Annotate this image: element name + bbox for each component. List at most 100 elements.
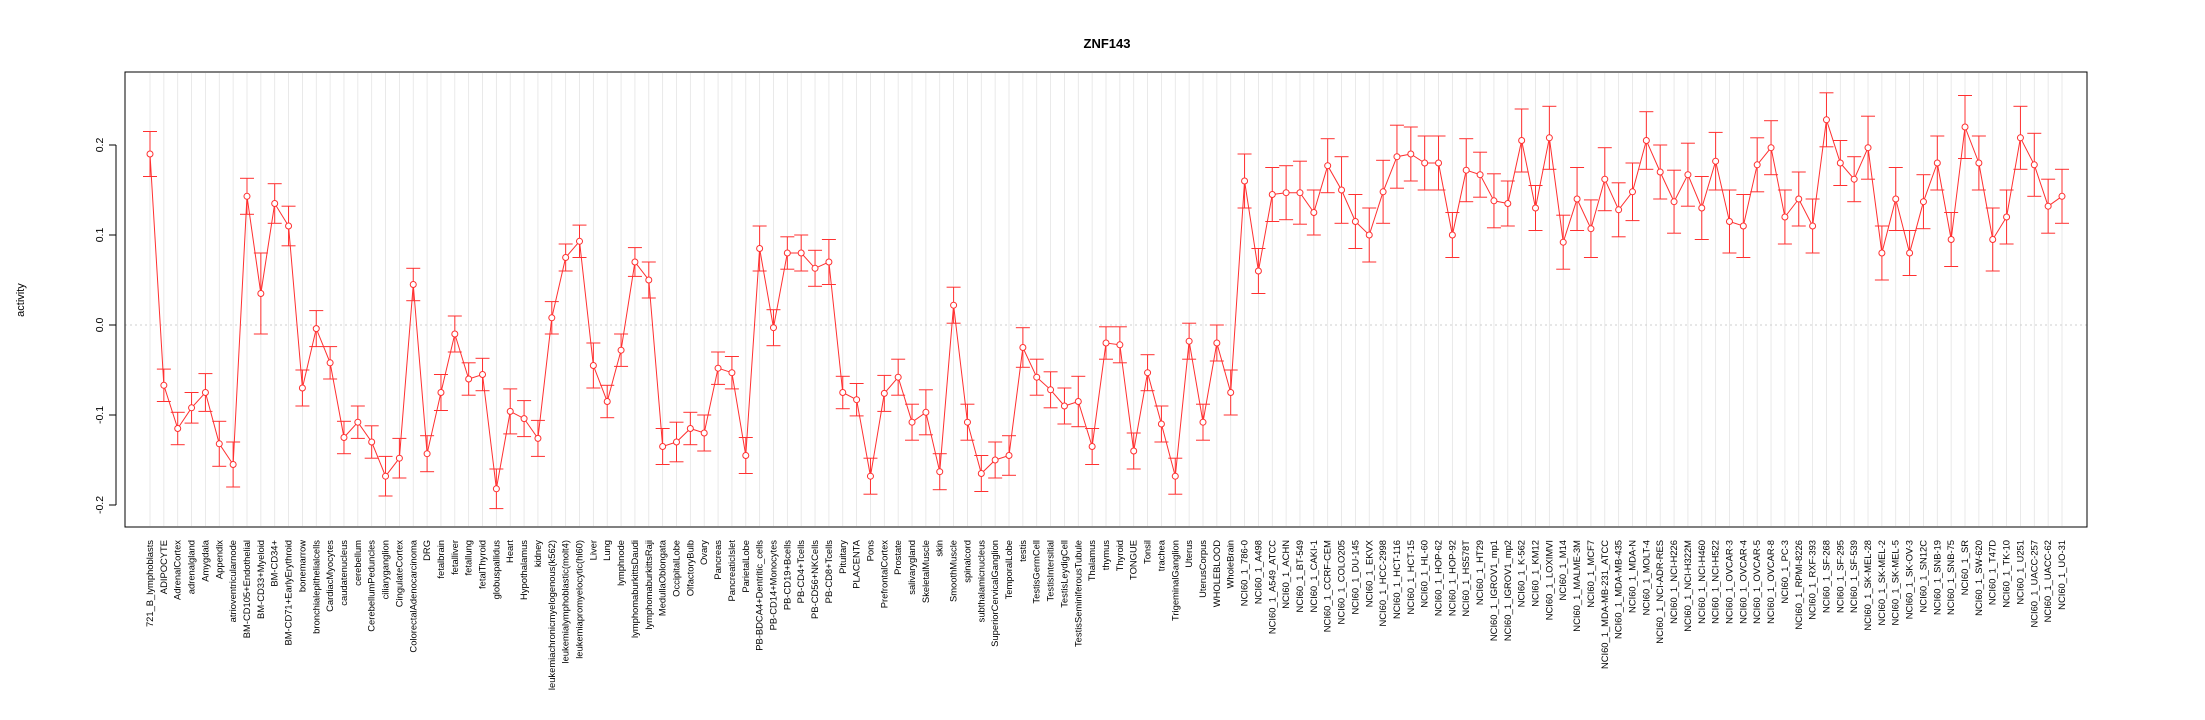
x-tick-label: NCI60_1_TK-10	[2001, 540, 2012, 608]
data-point	[1961, 123, 1969, 131]
x-tick-label: PancreaticIslet	[726, 540, 737, 602]
data-point	[395, 454, 403, 462]
x-tick-label: TONGUE	[1128, 540, 1139, 580]
data-point	[1573, 195, 1581, 203]
data-point	[797, 249, 805, 257]
x-tick-label: TestisGermCell	[1031, 540, 1042, 604]
x-tick-label: NCI60_1_HCT-15	[1405, 540, 1416, 615]
data-point	[1213, 339, 1221, 347]
x-tick-label: SkeletalMuscle	[920, 540, 931, 603]
x-tick-label: spinalcord	[961, 540, 972, 583]
x-tick-label: PB-CD56+NKCells	[809, 540, 820, 619]
x-tick-label: MedullaOblongata	[657, 539, 668, 616]
x-tick-label: NCI60_1_PC-3	[1779, 540, 1790, 604]
data-point	[950, 301, 958, 309]
data-point	[534, 434, 542, 442]
x-tick-label: Thalamus	[1086, 540, 1097, 581]
data-point	[423, 450, 431, 458]
data-point	[492, 485, 500, 493]
data-point	[1490, 197, 1498, 205]
data-point	[562, 254, 570, 261]
x-tick-label: Lung	[601, 540, 612, 561]
x-tick-label: NCI60_1_MCF7	[1585, 540, 1596, 608]
data-point	[368, 438, 376, 446]
data-point	[1850, 175, 1858, 183]
x-tick-label: NCI60_1_SF-268	[1820, 540, 1831, 613]
x-tick-label: salivarygland	[906, 540, 917, 595]
x-tick-label: NCI60_1_M14	[1557, 540, 1568, 600]
data-point	[1088, 443, 1096, 450]
data-point	[1767, 144, 1775, 152]
x-tick-label: NCI60_1_T47D	[1987, 540, 1998, 605]
data-point	[437, 389, 445, 396]
data-point	[1836, 159, 1844, 167]
y-axis-label: activity	[15, 283, 27, 317]
data-point	[1130, 447, 1138, 455]
data-point	[1116, 341, 1124, 349]
x-tick-label: SmoothMuscle	[948, 540, 959, 602]
data-point	[1365, 231, 1373, 239]
data-point	[576, 237, 584, 245]
data-point	[1587, 225, 1595, 233]
data-point	[922, 408, 930, 416]
data-point	[1989, 236, 1997, 243]
data-point	[963, 418, 971, 426]
x-tick-label: TestisIntersitial	[1045, 540, 1056, 601]
x-tick-label: NCI60_1_SF-295	[1834, 540, 1845, 613]
x-tick-label: BM-CD71+EarlyErythroid	[283, 540, 294, 646]
data-point	[1725, 218, 1733, 225]
x-tick-label: NCI60_1_SK-MEL-5	[1890, 540, 1901, 625]
x-tick-label: NCI60_1_HCT-116	[1391, 540, 1402, 619]
data-point	[700, 429, 708, 437]
data-point	[1351, 218, 1359, 225]
data-point	[1504, 200, 1512, 207]
data-point	[1656, 168, 1664, 176]
data-point	[409, 281, 417, 288]
data-point	[1545, 134, 1553, 142]
x-tick-label: leukemiapromyelocytic(hl60)	[574, 540, 585, 659]
data-point	[271, 200, 279, 207]
x-tick-label: NCI60_1_NCI-H460	[1696, 540, 1707, 624]
x-tick-label: fetalThyroid	[477, 540, 488, 589]
x-tick-label: NCI60_1_SN12C	[1917, 540, 1928, 613]
data-point	[728, 369, 736, 377]
data-point	[1393, 153, 1401, 161]
x-tick-label: DRG	[421, 540, 432, 561]
x-tick-label: NCI60_1_OVCAR-4	[1737, 540, 1748, 624]
x-tick-label: NCI60_1_LOXIMVI	[1543, 540, 1554, 620]
data-point	[201, 389, 209, 396]
data-point	[589, 362, 597, 369]
x-tick-label: CardiacMyocytes	[324, 540, 335, 612]
x-tick-label: NCI60_1_UACC-62	[2042, 540, 2053, 622]
data-point	[1670, 198, 1678, 206]
data-point	[936, 468, 944, 476]
x-tick-label: Hypothalamus	[518, 540, 529, 600]
y-tick-label: 0.1	[94, 228, 106, 243]
data-point	[1448, 231, 1456, 239]
x-tick-label: adrenalgland	[186, 540, 197, 594]
data-point	[1310, 209, 1318, 216]
data-point	[783, 249, 791, 257]
x-tick-label: NCI60_1_SR	[1959, 540, 1970, 595]
x-tick-label: fetalliver	[449, 540, 460, 575]
data-point	[1822, 116, 1830, 124]
x-tick-label: NCI60_1_CAKI-1	[1308, 540, 1319, 612]
x-tick-label: kidney	[532, 540, 543, 567]
x-tick-label: CerebellumPeduncles	[366, 540, 377, 632]
x-tick-label: NCI60_1_HS578T	[1460, 540, 1471, 617]
data-point	[465, 375, 473, 383]
data-point	[1421, 159, 1429, 167]
data-point	[1975, 159, 1983, 167]
x-tick-label: Pancreas	[712, 540, 723, 580]
data-point	[839, 389, 847, 396]
data-point	[1074, 398, 1082, 405]
data-point	[1947, 236, 1955, 243]
data-point	[866, 472, 874, 480]
error-bars	[143, 92, 2069, 510]
x-tick-label: ciliaryganglion	[380, 540, 391, 599]
x-tick-label: NCI60_1_NCI-H522	[1710, 540, 1721, 624]
data-point	[188, 404, 196, 412]
x-tick-label: Pituitary	[837, 540, 848, 574]
x-tick-label: NCI60_1_OVCAR-8	[1765, 540, 1776, 624]
x-tick-label: NCI60_1_IGROV1_mp1	[1488, 540, 1499, 641]
